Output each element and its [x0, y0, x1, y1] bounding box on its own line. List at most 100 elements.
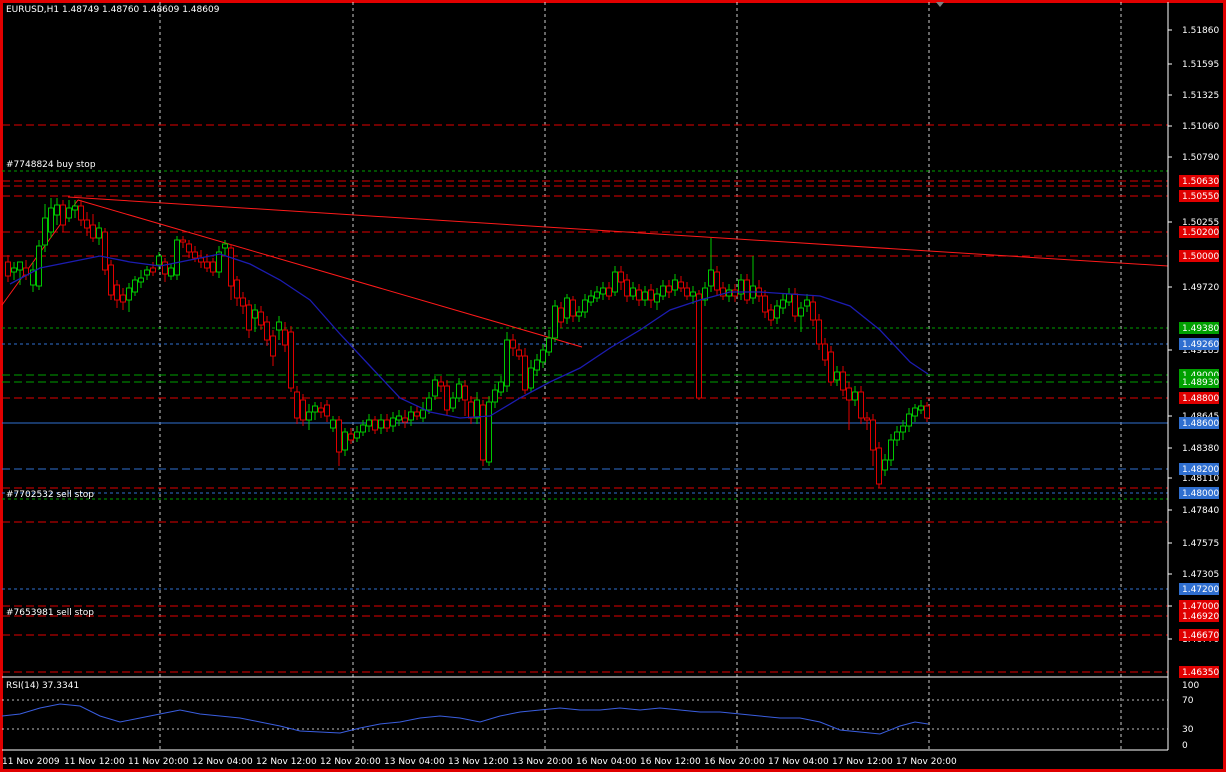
rsi-axis-0: 0	[1182, 741, 1188, 751]
rsi-axis-100: 100	[1182, 681, 1199, 691]
order-label-sell-stop-2: #7653981 sell stop	[6, 608, 94, 618]
price-axis-label: 1.47840	[1182, 506, 1219, 516]
price-tag: 1.50550	[1179, 190, 1219, 202]
candle	[54, 198, 60, 225]
candle	[528, 360, 534, 392]
candle	[360, 420, 366, 436]
candle	[234, 276, 240, 306]
price-axis-label: 1.51860	[1182, 26, 1219, 36]
candle	[768, 304, 774, 326]
vertical-grid	[159, 2, 1122, 750]
rsi-label: RSI(14) 37.3341	[6, 681, 79, 691]
candle	[540, 344, 546, 368]
candle	[348, 428, 354, 444]
candle	[42, 204, 48, 252]
candle	[474, 392, 480, 424]
candle	[366, 414, 372, 432]
candle	[318, 402, 324, 418]
svg-text:1.46670: 1.46670	[1182, 631, 1219, 641]
time-axis-label: 13 Nov 20:00	[512, 757, 573, 767]
candle	[918, 400, 924, 414]
candle	[168, 264, 174, 280]
candle	[684, 282, 690, 300]
price-tag: 1.46350	[1179, 666, 1219, 678]
svg-text:1.50630: 1.50630	[1182, 177, 1219, 187]
candle	[858, 386, 864, 424]
candle	[162, 258, 168, 282]
time-axis-label: 11 Nov 20:00	[128, 757, 189, 767]
candle	[786, 288, 792, 306]
candle	[630, 282, 636, 300]
candle	[180, 236, 186, 248]
candle	[744, 274, 750, 304]
candle	[714, 266, 720, 296]
price-tag: 1.50630	[1179, 175, 1219, 187]
candle	[372, 416, 378, 434]
candle	[738, 274, 744, 300]
price-axis-label: 1.50790	[1182, 153, 1219, 163]
candle	[264, 316, 270, 346]
candle	[30, 262, 36, 292]
candle	[696, 290, 702, 400]
candle	[774, 300, 780, 324]
candle	[576, 306, 582, 322]
candle	[882, 454, 888, 476]
candle	[414, 406, 420, 420]
time-axis-label: 16 Nov 20:00	[704, 757, 765, 767]
order-label-buy-stop: #7748824 buy stop	[6, 160, 96, 170]
candle	[444, 380, 450, 416]
time-axis-label: 13 Nov 04:00	[384, 757, 445, 767]
candle	[570, 296, 576, 322]
candle	[336, 416, 342, 466]
candle	[282, 322, 288, 352]
svg-text:1.50000: 1.50000	[1182, 252, 1219, 262]
time-axis-label: 13 Nov 12:00	[448, 757, 509, 767]
candle	[702, 282, 708, 306]
candle	[222, 240, 228, 256]
candle	[852, 386, 858, 406]
candle	[90, 214, 96, 242]
candle	[516, 344, 522, 360]
candle	[840, 366, 846, 396]
price-tags: 1.50630 1.50550 1.50200 1.50000 1.49380 1.492…	[1179, 175, 1219, 678]
candle	[690, 286, 696, 304]
time-axis-label: 12 Nov 20:00	[320, 757, 381, 767]
price-axis-label: 1.51325	[1182, 91, 1219, 101]
price-tag: 1.46920	[1179, 610, 1219, 622]
candle	[558, 302, 564, 328]
price-axis-label: 1.50255	[1182, 218, 1219, 228]
order-label-sell-stop-1: #7702532 sell stop	[6, 490, 94, 500]
candle	[102, 228, 108, 275]
candle	[408, 406, 414, 426]
candle	[636, 284, 642, 306]
candle	[666, 280, 672, 298]
price-axis-label: 1.47575	[1182, 539, 1219, 549]
candle	[132, 276, 138, 296]
candle	[174, 236, 180, 280]
time-axis-label: 12 Nov 04:00	[192, 757, 253, 767]
svg-text:1.49380: 1.49380	[1182, 324, 1219, 334]
candle	[456, 378, 462, 402]
candle	[756, 280, 762, 302]
price-tag: 1.50200	[1179, 226, 1219, 238]
candle	[708, 238, 714, 292]
candle	[480, 400, 486, 466]
candle	[426, 392, 432, 414]
time-axis-label: 17 Nov 20:00	[896, 757, 957, 767]
candle	[900, 420, 906, 440]
candle	[504, 332, 510, 392]
candle	[822, 338, 828, 366]
candle	[654, 288, 660, 310]
price-axis-label: 1.51060	[1182, 122, 1219, 132]
price-tag: 1.48930	[1179, 376, 1219, 388]
candle	[468, 396, 474, 424]
candle	[294, 386, 300, 424]
rsi-axis: 100 70 30 0	[1182, 681, 1199, 751]
candle	[228, 244, 234, 300]
candle	[618, 266, 624, 290]
candle	[600, 282, 606, 300]
candle	[864, 412, 870, 430]
